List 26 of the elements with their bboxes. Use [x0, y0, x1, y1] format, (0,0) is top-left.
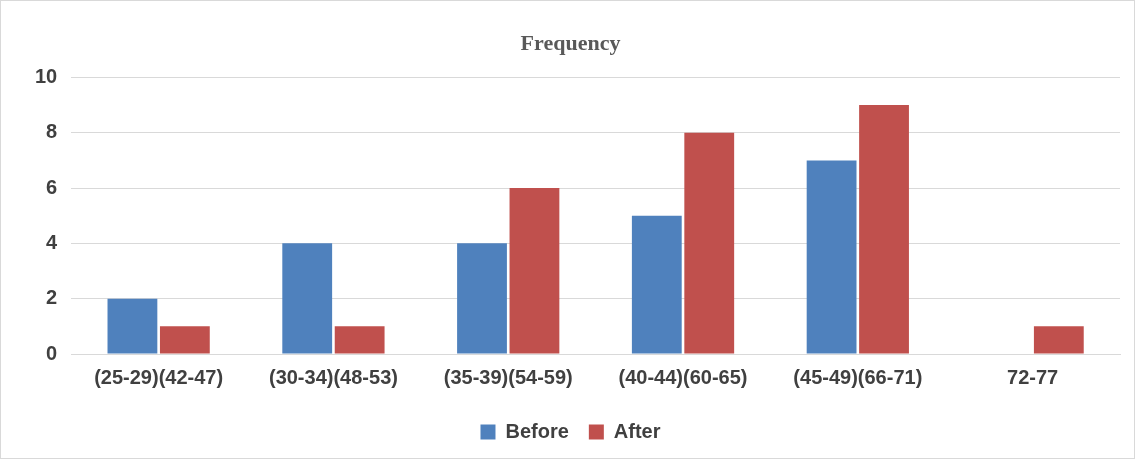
bar [282, 243, 333, 354]
bar [684, 132, 735, 354]
x-tick-label: (45-49)(66-71) [793, 365, 923, 388]
bar [806, 160, 857, 354]
y-tick-label: 6 [46, 175, 58, 198]
legend-label: After [613, 419, 661, 442]
x-tick-label: (25-29)(42-47) [94, 365, 224, 388]
y-tick-label: 2 [46, 286, 58, 309]
x-tick-label: (30-34)(48-53) [268, 365, 398, 388]
bar [457, 243, 507, 354]
y-tick-label: 0 [46, 341, 58, 364]
chart-title: Frequency [520, 29, 621, 55]
bar [107, 298, 158, 354]
x-tick-label: (40-44)(60-65) [618, 365, 748, 388]
x-tick-label: (35-39)(54-59) [443, 365, 573, 388]
bar [334, 326, 385, 354]
bar [1033, 326, 1084, 354]
y-tick-label: 8 [46, 120, 58, 143]
bar [631, 215, 682, 354]
x-tick-label: 72-77 [1007, 365, 1059, 388]
legend-label: Before [505, 419, 569, 442]
y-tick-label: 4 [46, 230, 59, 253]
bar [859, 105, 909, 354]
bar [159, 326, 210, 354]
y-tick-label: 10 [35, 64, 58, 87]
bar [509, 188, 560, 354]
